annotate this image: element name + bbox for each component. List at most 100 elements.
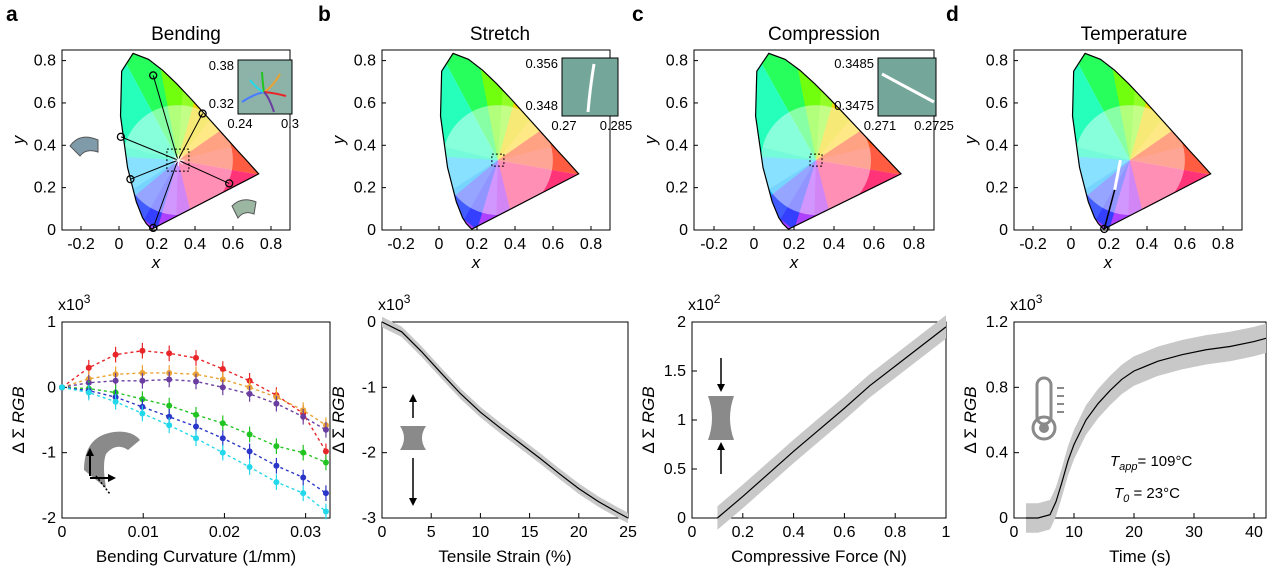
inset-trace xyxy=(881,72,935,104)
x-tick-label: 0 xyxy=(115,236,124,253)
arrowhead-down xyxy=(409,498,417,506)
x-tick-label: 0.4 xyxy=(823,236,845,253)
x-tick-label: 0 xyxy=(688,524,697,541)
response-plot-a: 0 0.01 0.02 0.03 -2 -1 0 1 Bending Curvature (1/… xyxy=(9,292,331,566)
panel-title-c: Compression xyxy=(768,24,880,45)
data-point-green xyxy=(166,402,173,409)
data-point-purple xyxy=(273,400,280,407)
y-tick-label: 0.2 xyxy=(666,180,688,197)
data-point-cyan xyxy=(219,449,226,456)
y-tick-label: -2 xyxy=(42,510,56,527)
y-tick-label: -2 xyxy=(362,445,376,462)
y-axis-label: Δ Σ RGB xyxy=(9,386,28,453)
data-point-red xyxy=(139,347,146,354)
x-tick-label: 0 xyxy=(1010,524,1019,541)
bend-vector xyxy=(152,159,179,229)
zoom-box xyxy=(809,153,823,167)
y-tick-label: 1.5 xyxy=(664,363,686,380)
data-point-purple xyxy=(219,384,226,391)
gamut-wedge xyxy=(440,53,498,161)
data-point-cyan xyxy=(246,464,253,471)
data-point-cyan xyxy=(139,410,146,417)
data-point-cyan xyxy=(273,479,280,486)
data-point-blue xyxy=(193,423,199,430)
data-point-cyan xyxy=(112,398,119,405)
y-tick-label: 0.8 xyxy=(986,379,1008,396)
y-tick-label: 0.8 xyxy=(666,53,688,70)
data-point-cyan xyxy=(85,389,92,396)
bend-vector xyxy=(177,159,230,184)
bend-endpoint xyxy=(198,109,207,118)
x-axis-label: Tensile Strain (%) xyxy=(438,547,571,566)
y-tick-label: -3 xyxy=(362,510,376,527)
x-axis-label: Bending Curvature (1/mm) xyxy=(96,547,296,566)
x-axis-label: Time (s) xyxy=(1109,547,1171,566)
x-tick-label: 0.6 xyxy=(1174,236,1196,253)
inset-y-tick-label: 0.38 xyxy=(209,58,234,73)
inset-trace xyxy=(263,91,275,113)
bend-vector xyxy=(152,75,179,161)
x-tick-label: 0 xyxy=(435,236,444,253)
x-tick-label: 15 xyxy=(521,524,539,541)
x-tick-label: 0.6 xyxy=(222,236,244,253)
panel-label-c: c xyxy=(632,3,644,26)
y-tick-label: 0.2 xyxy=(354,180,376,197)
arrowhead-up xyxy=(409,394,417,402)
response-plot-b: 0 5 10 15 20 25 -3 -2 -1 0 Tensile Strain (%) x103 Δ… xyxy=(329,292,637,566)
data-point-cyan xyxy=(322,508,329,515)
data-point-blue xyxy=(300,474,307,481)
x-tick-label: 0.4 xyxy=(1136,236,1158,253)
y-tick-label: 0.4 xyxy=(34,137,56,154)
data-point-green xyxy=(322,459,329,466)
inset-y-tick-label: 0.356 xyxy=(525,56,558,71)
x-tick-label: 20 xyxy=(570,524,588,541)
y-multiplier: x103 xyxy=(58,292,91,314)
y-tick-label: 0.6 xyxy=(354,95,376,112)
thermometer-bulb xyxy=(1031,415,1057,441)
data-point-purple xyxy=(300,413,307,420)
y-tick-label: 2 xyxy=(677,314,686,331)
spectral-locus xyxy=(754,52,902,230)
y-tick-label: -1 xyxy=(362,379,376,396)
x-tick-label: 0.6 xyxy=(833,524,855,541)
zoom-box xyxy=(491,153,505,167)
panel-label-a: a xyxy=(6,3,18,26)
x-tick-label: 0.4 xyxy=(782,524,804,541)
spectral-locus xyxy=(119,52,260,230)
x-tick-label: 1 xyxy=(942,524,951,541)
x-tick-label: 0.8 xyxy=(1212,236,1234,253)
data-point-green xyxy=(300,449,307,456)
x-tick-label: 0 xyxy=(750,236,759,253)
bend-endpoint xyxy=(225,179,234,188)
y-tick-label: 0 xyxy=(999,510,1008,527)
panel-title-a: Bending xyxy=(151,24,221,45)
white-glow xyxy=(1074,105,1185,216)
x-tick-label: 0.8 xyxy=(580,236,602,253)
x-tick-label: 0.4 xyxy=(184,236,206,253)
x-tick-label: 10 xyxy=(472,524,490,541)
cie-y-label: y xyxy=(9,134,28,145)
y-tick-label: 0 xyxy=(999,222,1008,239)
series-line-green xyxy=(61,386,327,464)
response-plot-d: 0 10 20 30 40 0 0.4 0.8 1.2 Time (s) x103 Δ Σ RGB Ta… xyxy=(961,292,1267,566)
white-glow xyxy=(442,105,553,216)
cie-x-label: x xyxy=(789,253,799,272)
inset-x-tick-label: 0.27 xyxy=(551,118,576,133)
gamut-wedge xyxy=(755,160,816,229)
x-tick-label: 0.2 xyxy=(146,236,168,253)
cie-x-label: x xyxy=(471,253,481,272)
thermometer-bulb-fill xyxy=(1039,423,1049,433)
y-tick-label: 0.6 xyxy=(666,95,688,112)
arrowhead-down xyxy=(717,384,725,392)
y-tick-label: 0.4 xyxy=(986,137,1008,154)
gamut-wedge xyxy=(816,128,901,178)
data-point-red xyxy=(112,351,119,358)
y-tick-label: 0.8 xyxy=(986,53,1008,70)
x-tick-label: 0.8 xyxy=(903,236,925,253)
gamut-wedge xyxy=(1129,128,1211,178)
gamut-wedge xyxy=(755,53,816,161)
cie-x-label: x xyxy=(1103,253,1113,272)
inset-y-tick-label: 0.3475 xyxy=(834,98,874,113)
x-tick-label: 0.03 xyxy=(290,524,321,541)
x-tick-label: 20 xyxy=(1125,524,1143,541)
